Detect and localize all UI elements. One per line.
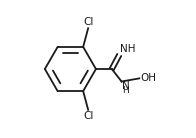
Text: NH: NH <box>120 44 136 54</box>
Text: H: H <box>122 86 129 95</box>
Text: OH: OH <box>140 73 156 83</box>
Text: Cl: Cl <box>83 111 93 121</box>
Text: Cl: Cl <box>83 17 93 27</box>
Text: N: N <box>122 81 130 91</box>
